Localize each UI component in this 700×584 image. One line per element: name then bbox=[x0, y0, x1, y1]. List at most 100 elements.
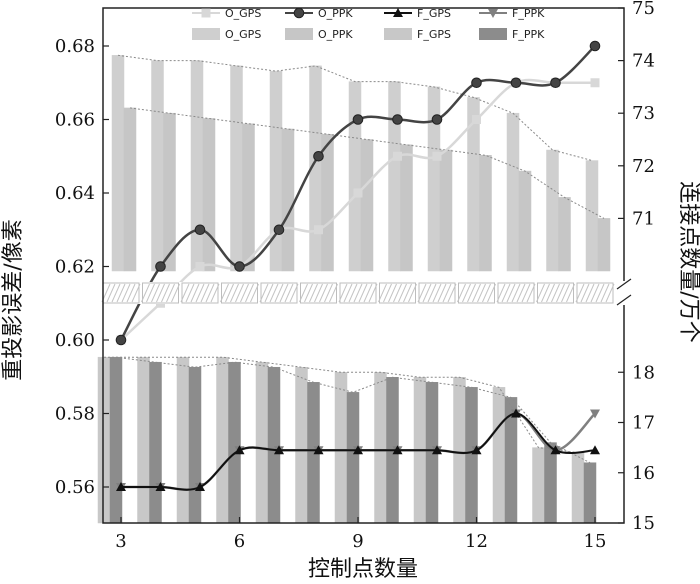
bar-o-ppk bbox=[439, 149, 453, 272]
break-hatch bbox=[304, 283, 313, 303]
break-hatch bbox=[195, 283, 205, 303]
legend-label-o-gps: O_GPS bbox=[225, 7, 261, 20]
break-hatch bbox=[200, 283, 210, 303]
break-hatch bbox=[408, 283, 417, 303]
point-f-gps bbox=[471, 445, 482, 455]
y-left-tick-label: 0.64 bbox=[55, 183, 95, 204]
bar-trend-f-gps bbox=[104, 356, 579, 454]
legend-marker-f-gps bbox=[393, 8, 403, 17]
break-hatch bbox=[432, 283, 442, 303]
break-hatch bbox=[269, 283, 279, 303]
break-hatch bbox=[116, 283, 126, 303]
point-f-gps bbox=[313, 445, 324, 455]
bar-o-ppk bbox=[597, 218, 611, 272]
break-hatch bbox=[111, 283, 121, 303]
point-o-ppk bbox=[392, 114, 403, 125]
y-right-upper-tick-label: 72 bbox=[632, 156, 655, 177]
y-left-tick-label: 0.56 bbox=[55, 477, 95, 498]
bar-o-ppk bbox=[400, 144, 413, 272]
break-hatch bbox=[566, 283, 575, 303]
point-f-gps bbox=[195, 482, 205, 491]
break-hatch bbox=[106, 283, 116, 303]
break-hatch bbox=[501, 283, 511, 303]
break-hatch bbox=[210, 283, 220, 303]
break-hatch bbox=[279, 283, 289, 303]
bar-f-ppk bbox=[267, 366, 281, 524]
break-hatch bbox=[314, 283, 323, 303]
break-hatch bbox=[363, 283, 373, 303]
bar-f-ppk bbox=[465, 387, 478, 524]
y-right-upper-tick-label: 74 bbox=[632, 51, 655, 72]
x-tick-label: 3 bbox=[115, 531, 126, 552]
x-tick-label: 15 bbox=[584, 531, 607, 552]
break-hatch bbox=[146, 283, 155, 303]
bar-f-gps bbox=[571, 452, 585, 524]
bar-o-gps bbox=[506, 112, 520, 272]
point-o-ppk bbox=[313, 150, 324, 162]
legend-swatch-f-ppk bbox=[479, 28, 507, 40]
bar-o-ppk bbox=[242, 123, 255, 272]
break-hatch bbox=[329, 283, 338, 303]
break-hatch bbox=[324, 283, 333, 303]
point-o-gps bbox=[472, 115, 481, 124]
break-hatch bbox=[161, 283, 170, 303]
break-hatch bbox=[561, 283, 570, 303]
legend-label-f-gps: F_GPS bbox=[417, 28, 451, 41]
break-hatch bbox=[388, 283, 397, 303]
break-hatch bbox=[259, 283, 269, 303]
point-o-ppk bbox=[550, 77, 561, 89]
point-o-gps bbox=[353, 188, 363, 198]
bar-f-ppk bbox=[346, 392, 360, 524]
point-f-gps bbox=[392, 445, 403, 455]
break-hatch bbox=[447, 283, 457, 303]
legend-marker-f-ppk bbox=[488, 9, 498, 18]
break-hatch bbox=[487, 283, 496, 303]
break-hatch bbox=[348, 283, 358, 303]
bar-f-ppk bbox=[149, 361, 162, 524]
bar-f-gps bbox=[374, 372, 387, 524]
point-f-gps bbox=[550, 445, 561, 455]
break-hatch bbox=[309, 283, 318, 303]
line-series-group bbox=[115, 40, 601, 492]
legend-swatch-o-ppk bbox=[285, 28, 313, 40]
x-tick-label: 9 bbox=[352, 531, 363, 552]
point-f-gps bbox=[155, 482, 166, 491]
y-left-tick-label: 0.62 bbox=[55, 257, 95, 278]
break-hatch bbox=[536, 283, 545, 303]
break-hatch bbox=[383, 283, 392, 303]
break-hatch bbox=[166, 283, 175, 303]
break-hatch bbox=[427, 283, 437, 303]
break-hatch bbox=[482, 283, 491, 303]
point-f-gps bbox=[590, 445, 600, 455]
bar-f-ppk bbox=[188, 366, 202, 524]
point-o-ppk bbox=[234, 261, 245, 272]
break-hatch bbox=[284, 283, 294, 303]
bar-f-gps bbox=[295, 366, 308, 524]
bar-f-gps bbox=[176, 356, 190, 524]
break-hatch bbox=[245, 283, 254, 303]
bar-f-gps bbox=[255, 361, 269, 524]
break-hatch bbox=[289, 283, 299, 303]
bar-f-gps bbox=[453, 377, 466, 524]
break-hatch bbox=[358, 283, 368, 303]
bar-o-gps bbox=[348, 81, 362, 272]
break-hatch bbox=[319, 283, 328, 303]
bar-f-gps bbox=[492, 387, 506, 524]
break-hatch bbox=[190, 283, 200, 303]
break-hatch bbox=[131, 283, 141, 303]
break-hatch bbox=[496, 283, 506, 303]
break-hatch bbox=[220, 283, 229, 303]
point-o-ppk bbox=[155, 261, 166, 272]
y-right-lower-tick-label: 15 bbox=[632, 513, 655, 534]
right-axis-break-mark bbox=[616, 294, 632, 306]
bar-f-ppk bbox=[228, 361, 241, 524]
break-hatch bbox=[462, 283, 471, 303]
break-hatch bbox=[274, 283, 284, 303]
bar-o-gps bbox=[151, 60, 164, 272]
right-axis-break-mark bbox=[616, 278, 632, 290]
bar-o-ppk bbox=[479, 155, 492, 272]
break-hatch bbox=[442, 283, 452, 303]
point-o-ppk bbox=[194, 224, 206, 236]
point-o-ppk bbox=[273, 224, 285, 236]
